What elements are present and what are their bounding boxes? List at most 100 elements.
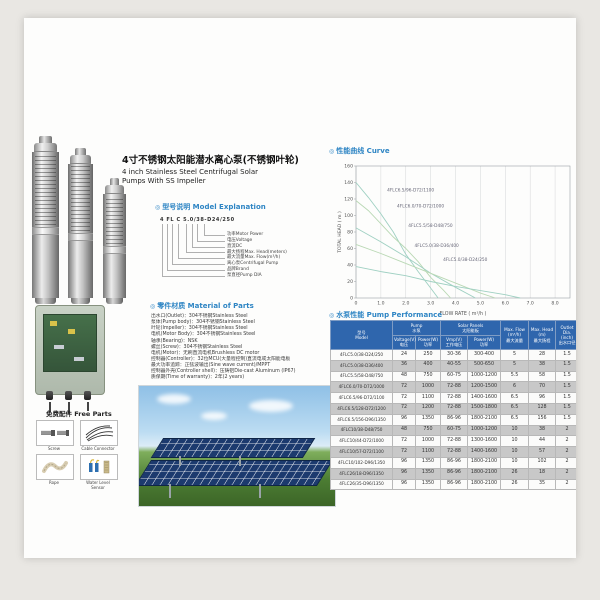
model-explanation-heading-text: 型号说明 Model Explanation	[162, 203, 266, 211]
cell: 1400-1600	[466, 446, 502, 458]
free-part-label: Rope	[48, 480, 60, 485]
material-line: 泵体(Pump body)：304不锈钢Stainless Steel	[151, 320, 255, 326]
cell: 6.5	[500, 392, 530, 404]
svg-text:40: 40	[347, 263, 353, 269]
page-title: 4寸不锈钢太阳能潜水离心泵(不锈钢叶轮) 4 inch Stainless St…	[122, 152, 299, 186]
cell-model: 4FLC26/18-D96/1350	[330, 467, 393, 480]
cell: 72-88	[440, 435, 468, 448]
material-line: 质保期(Time of warranty)：2年(2 years)	[151, 375, 245, 381]
pump-band	[32, 227, 59, 236]
free-part-water-level-sensor	[80, 454, 118, 480]
svg-text:1.0: 1.0	[377, 301, 384, 307]
cell: 72-88	[440, 392, 468, 404]
cell: 35	[528, 478, 557, 491]
pump-motor	[103, 254, 126, 298]
cell: 86-96	[440, 478, 468, 491]
pump-cap	[105, 185, 124, 194]
svg-text:4FLC5.0/38-D24/250: 4FLC5.0/38-D24/250	[443, 257, 488, 263]
performance-curve-chart: 0 1.0 2.0 3.0 4.0 5.0 6.0 7.0 8.0 0 20 40 60 80 100 120…	[337, 164, 571, 317]
material-line: 轴承(Bearing)：NSK	[151, 338, 198, 344]
curve-4FLC5.5/58-D48/750	[355, 227, 476, 299]
cell: 5.5	[500, 370, 530, 383]
cell: 72	[392, 435, 416, 448]
svg-text:4FLC6.5/96-D72/1100: 4FLC6.5/96-D72/1100	[387, 188, 434, 194]
cell: 1350	[415, 467, 441, 480]
cell: 10	[500, 435, 530, 448]
cell: 57	[528, 446, 557, 458]
cell: 2	[555, 446, 576, 458]
svg-text:0: 0	[355, 301, 358, 307]
cell: 70	[528, 381, 557, 394]
col-max-flow: Max. Flow (m³/h) 最大流量	[500, 320, 530, 350]
cell: 1400-1600	[466, 392, 502, 404]
cell: 102	[528, 456, 557, 469]
pcb-chip	[68, 329, 75, 334]
cell: 5	[500, 359, 530, 372]
free-part-label: Screw	[47, 446, 61, 451]
pump-foot	[71, 298, 90, 304]
cell: 1350	[415, 456, 441, 469]
cloud	[157, 394, 191, 404]
cell: 400	[415, 359, 441, 372]
pump-band	[68, 232, 93, 241]
cell-model: 4FLC6.5/96-D72/1100	[330, 392, 393, 404]
solar-panel-row	[139, 460, 334, 486]
panel-pole	[169, 484, 171, 498]
table-row: 4FLC6.5/96-D72/1100 72 1100 72-88 1400-1600 6…	[330, 392, 576, 404]
model-code: 4 FL C 5.0/38-D24/250	[160, 217, 235, 223]
rope-icon	[42, 461, 68, 473]
cell: 1300-1600	[466, 435, 502, 448]
pump-screen	[68, 164, 93, 233]
cell: 1000	[415, 381, 441, 394]
pump-motor	[32, 235, 59, 298]
cell: 500-650	[466, 359, 502, 372]
curve-4FLC5.0/38-D36/400	[355, 243, 496, 299]
panel-pole	[239, 456, 241, 466]
cell: 72	[392, 446, 416, 458]
panel-pole	[179, 456, 181, 466]
cell: 72-88	[440, 446, 468, 458]
cell: 38	[528, 424, 557, 437]
cell: 1.5	[555, 381, 576, 394]
controller-pcb	[43, 314, 97, 372]
material-line: 控制器外壳(Controller shell)：压铸铝Die-cast Alum…	[151, 369, 296, 375]
table-subheader-row: Voltage(V) 电压 Power(W) 功率 Vmp(V) 工作电压 Po…	[331, 334, 577, 350]
pump-nozzle	[110, 178, 119, 185]
pump-screen	[103, 194, 126, 247]
model-explanation-tree: 4 FL C 5.0/38-D24/250 功率Motor Power 电压Vol…	[160, 217, 330, 295]
cell: 40-55	[440, 359, 468, 372]
table-header-row: 型号 Model Pump 水泵 Solar Panels 太阳能板 Max. …	[330, 320, 576, 350]
cell-model: 4FLC10/44-D72/1000	[330, 435, 393, 448]
cell: 26	[500, 467, 530, 480]
pump-nozzle	[39, 136, 52, 143]
pump-cap	[70, 155, 91, 164]
table-row: 4FLC5.0/38-D24/250 24 250 30-36 300-400 5 28 1.…	[330, 349, 576, 361]
svg-text:120: 120	[344, 197, 353, 203]
table-row: 4FLC5.5/58-D48/750 48 750 60-75 1000-1200 5.5…	[330, 370, 576, 383]
table-row: 4FLC10/57-D72/1100 72 1100 72-88 1400-1600 10…	[330, 446, 576, 458]
catalog-page: 4寸不锈钢太阳能潜水离心泵(不锈钢叶轮) 4 inch Stainless St…	[24, 18, 576, 558]
cloud	[201, 412, 227, 420]
wire	[49, 402, 51, 412]
cell: 26	[500, 478, 530, 491]
model-tree-label: 功率Motor Power	[227, 232, 264, 238]
svg-text:8.0: 8.0	[551, 301, 558, 307]
cell-model: 4FLC10/57-D72/1100	[330, 446, 393, 458]
svg-text:7.0: 7.0	[527, 301, 534, 307]
pump-image-medium	[68, 148, 93, 304]
svg-text:TOTAL HEAD ( m ): TOTAL HEAD ( m )	[337, 211, 343, 254]
material-line: 叶轮(Impeller)：304不锈钢Stainless Steel	[151, 326, 248, 332]
free-part-cable-connector	[80, 420, 118, 446]
product-title-en-1: 4 inch Stainless Steel Centrifugal Solar	[122, 168, 259, 176]
table-row: 4FLC6.5/156-D96/1350 96 1350 86-96 1800-2100…	[330, 413, 576, 426]
cell: 96	[392, 478, 416, 491]
material-line: 控制器(Controller)：32位MCU(大量程控制)直流电或太阳能电板	[151, 356, 291, 362]
pump-cap	[34, 143, 57, 152]
free-part-label: Water Level Sensor	[86, 480, 110, 490]
col-vmp: Vmp(V) 工作电压	[440, 334, 468, 350]
col-solar-power: Power(W) 功率	[466, 334, 502, 350]
cell-model: 4FLC6.5/156-D96/1350	[330, 413, 393, 426]
table-row: 4FLC5.0/38-D36/400 36 400 40-55 500-650 5 38 1.…	[330, 359, 576, 372]
col-max-head: Max. Head (m) 最大扬程	[528, 320, 557, 350]
cell: 48	[392, 424, 416, 437]
